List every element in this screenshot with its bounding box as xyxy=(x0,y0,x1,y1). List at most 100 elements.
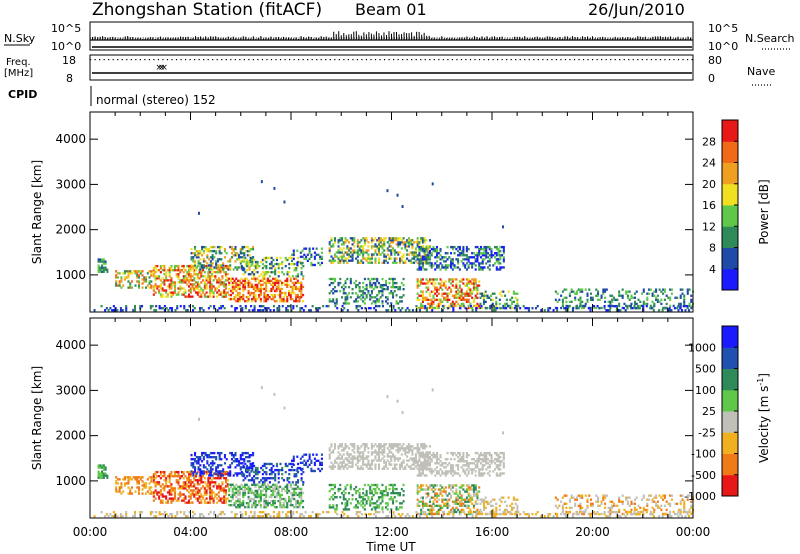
nsearch-dot xyxy=(140,37,142,39)
velocity-cell xyxy=(247,466,250,470)
velocity-cell xyxy=(214,493,217,496)
nave-dot xyxy=(361,59,363,61)
power-cell xyxy=(158,285,161,288)
velocity-cell xyxy=(289,497,292,501)
nsearch-dot xyxy=(218,37,220,39)
velocity-cell xyxy=(127,482,130,485)
power-cell xyxy=(586,298,589,301)
power-cell xyxy=(173,287,176,290)
power-cell xyxy=(246,250,249,253)
velocity-cell xyxy=(277,493,280,497)
power-cell xyxy=(286,283,289,287)
nave-dot xyxy=(682,59,684,61)
nsearch-dot xyxy=(454,37,456,39)
power-cell xyxy=(288,262,291,266)
power-cell xyxy=(536,304,539,308)
power-cell xyxy=(196,287,199,290)
velocity-cell xyxy=(168,489,171,492)
velocity-cell xyxy=(224,489,227,492)
velocity-cell xyxy=(310,461,313,465)
velocity-cell xyxy=(416,451,419,454)
power-cell xyxy=(216,271,219,274)
velocity-cell xyxy=(277,477,280,480)
velocity-cell xyxy=(251,491,254,495)
power-cell xyxy=(115,270,118,273)
power-cell xyxy=(208,247,211,251)
velocity-cell xyxy=(265,506,268,509)
nsearch-dot xyxy=(620,37,622,39)
power-cell xyxy=(658,288,661,291)
power-cell xyxy=(226,279,229,282)
power-cell xyxy=(496,307,499,310)
power-cell xyxy=(612,298,615,301)
velocity-cell xyxy=(224,493,227,496)
nsearch-dot xyxy=(559,37,561,39)
power-cell xyxy=(346,257,349,260)
power-cell xyxy=(275,287,278,291)
power-cell xyxy=(392,277,395,281)
power-cell xyxy=(381,300,384,303)
nave-dot xyxy=(189,59,191,61)
power-cell xyxy=(374,251,377,254)
power-cell xyxy=(471,262,474,265)
velocity-cell xyxy=(177,493,180,496)
power-cell xyxy=(106,268,109,271)
power-cell xyxy=(505,307,508,310)
power-cell xyxy=(216,245,219,249)
power-cell xyxy=(448,292,451,295)
power-cell xyxy=(212,293,215,296)
power-cell xyxy=(165,289,168,292)
power-cell xyxy=(290,309,293,312)
velocity-cell xyxy=(258,495,261,499)
velocity-cell xyxy=(393,455,396,458)
power-cell xyxy=(225,252,228,255)
power-cell xyxy=(497,247,500,251)
power-cell xyxy=(209,304,212,308)
velocity-cell xyxy=(182,470,185,474)
power-cell xyxy=(247,262,250,266)
velocity-cell xyxy=(152,479,155,482)
power-cell xyxy=(163,266,166,270)
velocity-cell xyxy=(177,497,180,500)
velocity-cell xyxy=(399,457,402,460)
velocity-cell xyxy=(320,453,323,456)
velocity-cell xyxy=(416,445,419,448)
power-cell xyxy=(152,287,155,290)
power-cell xyxy=(358,261,361,264)
power-cell xyxy=(446,258,449,261)
nsearch-dot xyxy=(441,37,443,39)
nsearch-dot xyxy=(597,37,599,39)
power-cell xyxy=(428,298,431,301)
power-cell xyxy=(101,264,104,267)
power-cell xyxy=(474,258,477,261)
power-cell xyxy=(217,277,220,280)
power-cell xyxy=(372,277,375,281)
power-cell xyxy=(406,239,409,242)
velocity-cell xyxy=(201,470,204,473)
power-cell xyxy=(298,297,301,301)
velocity-cell xyxy=(330,465,333,468)
power-cell xyxy=(239,256,242,259)
power-cell xyxy=(258,264,261,268)
power-cell xyxy=(342,259,345,262)
power-cell xyxy=(423,251,426,254)
power-cell xyxy=(194,247,197,251)
power-cell xyxy=(219,283,222,286)
power-cell xyxy=(358,245,361,248)
power-cell xyxy=(296,279,299,282)
power-cell xyxy=(397,237,400,240)
velocity-cell xyxy=(214,477,217,480)
power-cell xyxy=(485,250,488,253)
nave-dot xyxy=(112,59,114,61)
velocity-cell xyxy=(384,443,388,446)
power-cell xyxy=(238,297,241,301)
power-cell xyxy=(175,273,178,276)
velocity-cell xyxy=(235,506,238,509)
power-cell xyxy=(179,289,182,292)
power-cell xyxy=(244,287,247,291)
power-cell xyxy=(154,264,157,268)
power-cell xyxy=(301,249,304,252)
power-cell xyxy=(263,258,266,262)
nsearch-dot xyxy=(182,37,184,39)
power-cell xyxy=(404,241,407,244)
